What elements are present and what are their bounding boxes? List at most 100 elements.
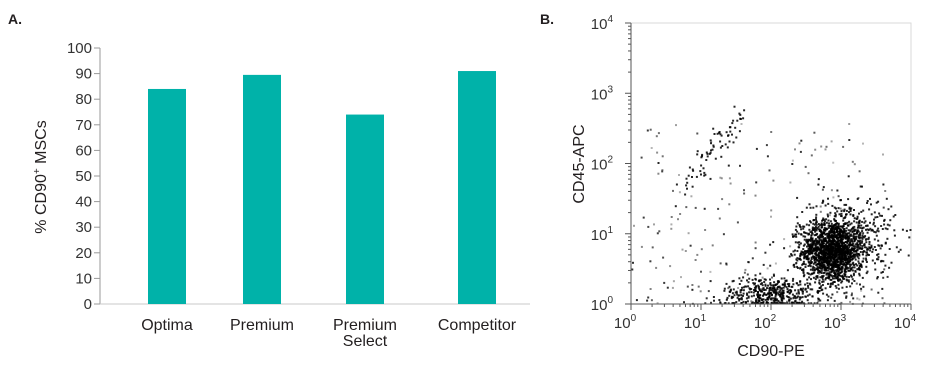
scatter-point [777,293,780,296]
scatter-point [772,299,775,302]
scatter-point [845,278,848,281]
scatter-point [807,238,810,241]
scatter-point [820,236,823,239]
scatter-point [818,224,821,227]
scatter-point [771,287,774,290]
scatter-point [827,244,830,247]
scatter-point [802,268,805,271]
scatter-point [817,246,820,249]
scatter-point [790,290,793,293]
scatter-point [829,283,832,285]
scatter-point [814,238,817,241]
scatter-point [831,257,834,260]
scatter-point [868,241,871,243]
scatter-point [806,255,809,258]
scatter-point [834,246,837,249]
scatter-point [817,241,820,244]
scatter-point [719,140,722,143]
scatter-point [838,268,841,271]
scatter-point [731,292,734,295]
scatter-point [761,284,764,287]
x-tick-label: 103 [824,313,847,332]
scatter-point [854,236,857,239]
scatter-point [856,226,859,229]
scatter-point [855,252,858,255]
x-tick-label: 102 [754,313,777,332]
scatter-point [816,254,819,257]
scatter-point [803,231,806,234]
scatter-point [835,222,838,225]
scatter-point [762,298,765,301]
scatter-point [811,241,814,244]
scatter-point [802,225,805,228]
scatter-point [807,265,810,267]
scatter-point [814,245,817,248]
scatter-point [810,278,812,281]
scatter-point [836,229,838,232]
scatter-point [864,235,867,238]
scatter-point [809,262,812,265]
scatter-point [708,152,711,155]
scatter-point [817,183,820,186]
scatter-point [685,177,688,180]
scatter-point [831,231,834,234]
scatter-point [888,224,891,227]
scatter-point [773,287,776,290]
scatter-point [757,291,759,294]
scatter-point [727,287,730,290]
scatter-point [816,259,819,261]
scatter-point [842,223,845,225]
scatter-point [774,290,777,293]
scatter-point [822,254,825,256]
scatter-point [855,282,858,285]
scatter-point [750,288,753,290]
scatter-point [847,269,850,272]
scatter-point [860,241,863,244]
scatter-point [858,262,861,265]
scatter-point [854,228,857,231]
scatter-point [748,291,751,294]
scatter-point [755,181,758,184]
scatter-point [735,136,738,139]
scatter-point [838,248,841,251]
scatter-point [861,185,863,188]
scatter-point [821,244,824,246]
bars [148,71,496,305]
scatter-point [843,231,846,234]
scatter-point [846,232,849,235]
scatter-point [796,265,799,268]
scatter-point [846,244,849,247]
scatter-point [794,300,797,303]
scatter-point [743,109,746,112]
scatter-point [844,235,847,238]
scatter-point [862,257,865,260]
scatter-point [848,206,851,209]
scatter-point [828,257,830,259]
scatter-point [761,282,763,285]
scatter-point [780,302,783,305]
scatter-point [847,224,849,227]
scatter-point [838,233,841,236]
scatter-point [836,189,839,192]
scatter-point [733,105,736,108]
scatter-point [822,250,825,253]
scatter-point [827,295,830,298]
scatter-point [849,258,852,261]
scatter-point [824,261,827,264]
scatter-point [793,266,796,268]
scatter-point [782,283,785,286]
scatter-point [713,133,716,135]
scatter-point [751,278,754,281]
scatter-point [833,228,836,231]
scatter-point [838,236,840,239]
scatter-point [774,284,777,287]
scatter-point [833,233,836,236]
scatter-point [814,278,817,281]
scatter-point [694,259,697,261]
scatter-point [719,146,722,149]
scatter-point [872,223,875,226]
scatter-point [799,255,802,257]
scatter-point [700,173,702,176]
scatter-point [861,234,864,237]
scatter-point [789,245,792,248]
